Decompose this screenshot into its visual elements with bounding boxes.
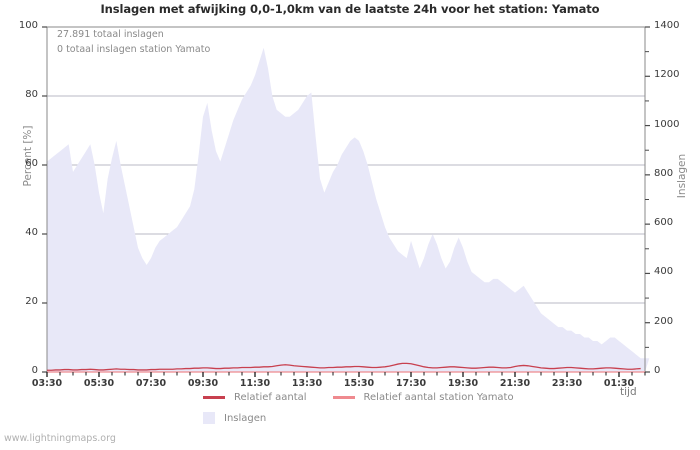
x-tick-label: 21:30	[499, 378, 531, 389]
x-tick-label: 23:30	[551, 378, 583, 389]
y-tick-label-left: 20	[25, 296, 38, 307]
y-tick-label-left: 80	[25, 89, 38, 100]
legend-line-icon	[203, 396, 225, 399]
legend-item-relatief-aantal-station-yamato[interactable]: Relatief aantal station Yamato	[332, 392, 514, 403]
x-tick-label: 15:30	[343, 378, 375, 389]
y-tick-label-right: 400	[654, 266, 674, 278]
y-tick-label-right: 600	[654, 217, 674, 229]
legend-row-lines: Relatief aantal Relatief aantal station Y…	[203, 392, 514, 403]
y-tick-label-right: 200	[654, 315, 674, 327]
annotation-station-strikes: 0 totaal inslagen station Yamato	[57, 44, 211, 55]
page-title: Inslagen met afwijking 0,0-1,0km van de …	[100, 2, 600, 16]
legend-line-icon	[332, 396, 355, 399]
y-tick-label-left: 100	[18, 20, 38, 31]
legend-label: Relatief aantal station Yamato	[363, 392, 514, 403]
y-tick-label-left: 0	[31, 365, 38, 376]
x-tick-label: 19:30	[447, 378, 479, 389]
x-tick-label: 03:30	[31, 378, 63, 389]
area-series-inslagen	[47, 47, 650, 372]
y-tick-label-left: 40	[25, 227, 38, 238]
y-tick-label-right: 1000	[654, 118, 680, 130]
x-tick-label: 01:30	[603, 378, 635, 389]
legend-label: Relatief aantal	[234, 392, 307, 403]
legend-row-area: Inslagen	[203, 412, 266, 424]
y-tick-label-left: 60	[25, 158, 38, 169]
annotation-total-strikes: 27.891 totaal inslagen	[57, 29, 164, 40]
x-tick-label: 11:30	[239, 378, 271, 389]
x-tick-label: 09:30	[187, 378, 219, 389]
y-tick-label-right: 1400	[654, 20, 680, 31]
legend-label: Inslagen	[224, 412, 267, 424]
legend-swatch-icon	[203, 412, 215, 424]
y-tick-label-right: 800	[654, 167, 674, 179]
legend-item-relatief-aantal[interactable]: Relatief aantal	[203, 392, 307, 403]
x-tick-label: 07:30	[135, 378, 167, 389]
x-tick-label: 05:30	[83, 378, 115, 389]
y-tick-label-right: 1200	[654, 69, 680, 81]
legend-item-inslagen[interactable]: Inslagen	[203, 412, 266, 424]
x-tick-label: 13:30	[291, 378, 323, 389]
line-series-relatief-aantal	[47, 362, 641, 371]
x-tick-label: 17:30	[395, 378, 427, 389]
y-tick-label-right: 0	[654, 365, 661, 376]
x-axis-label: tijd	[620, 386, 637, 398]
watermark: www.lightningmaps.org	[4, 433, 116, 444]
